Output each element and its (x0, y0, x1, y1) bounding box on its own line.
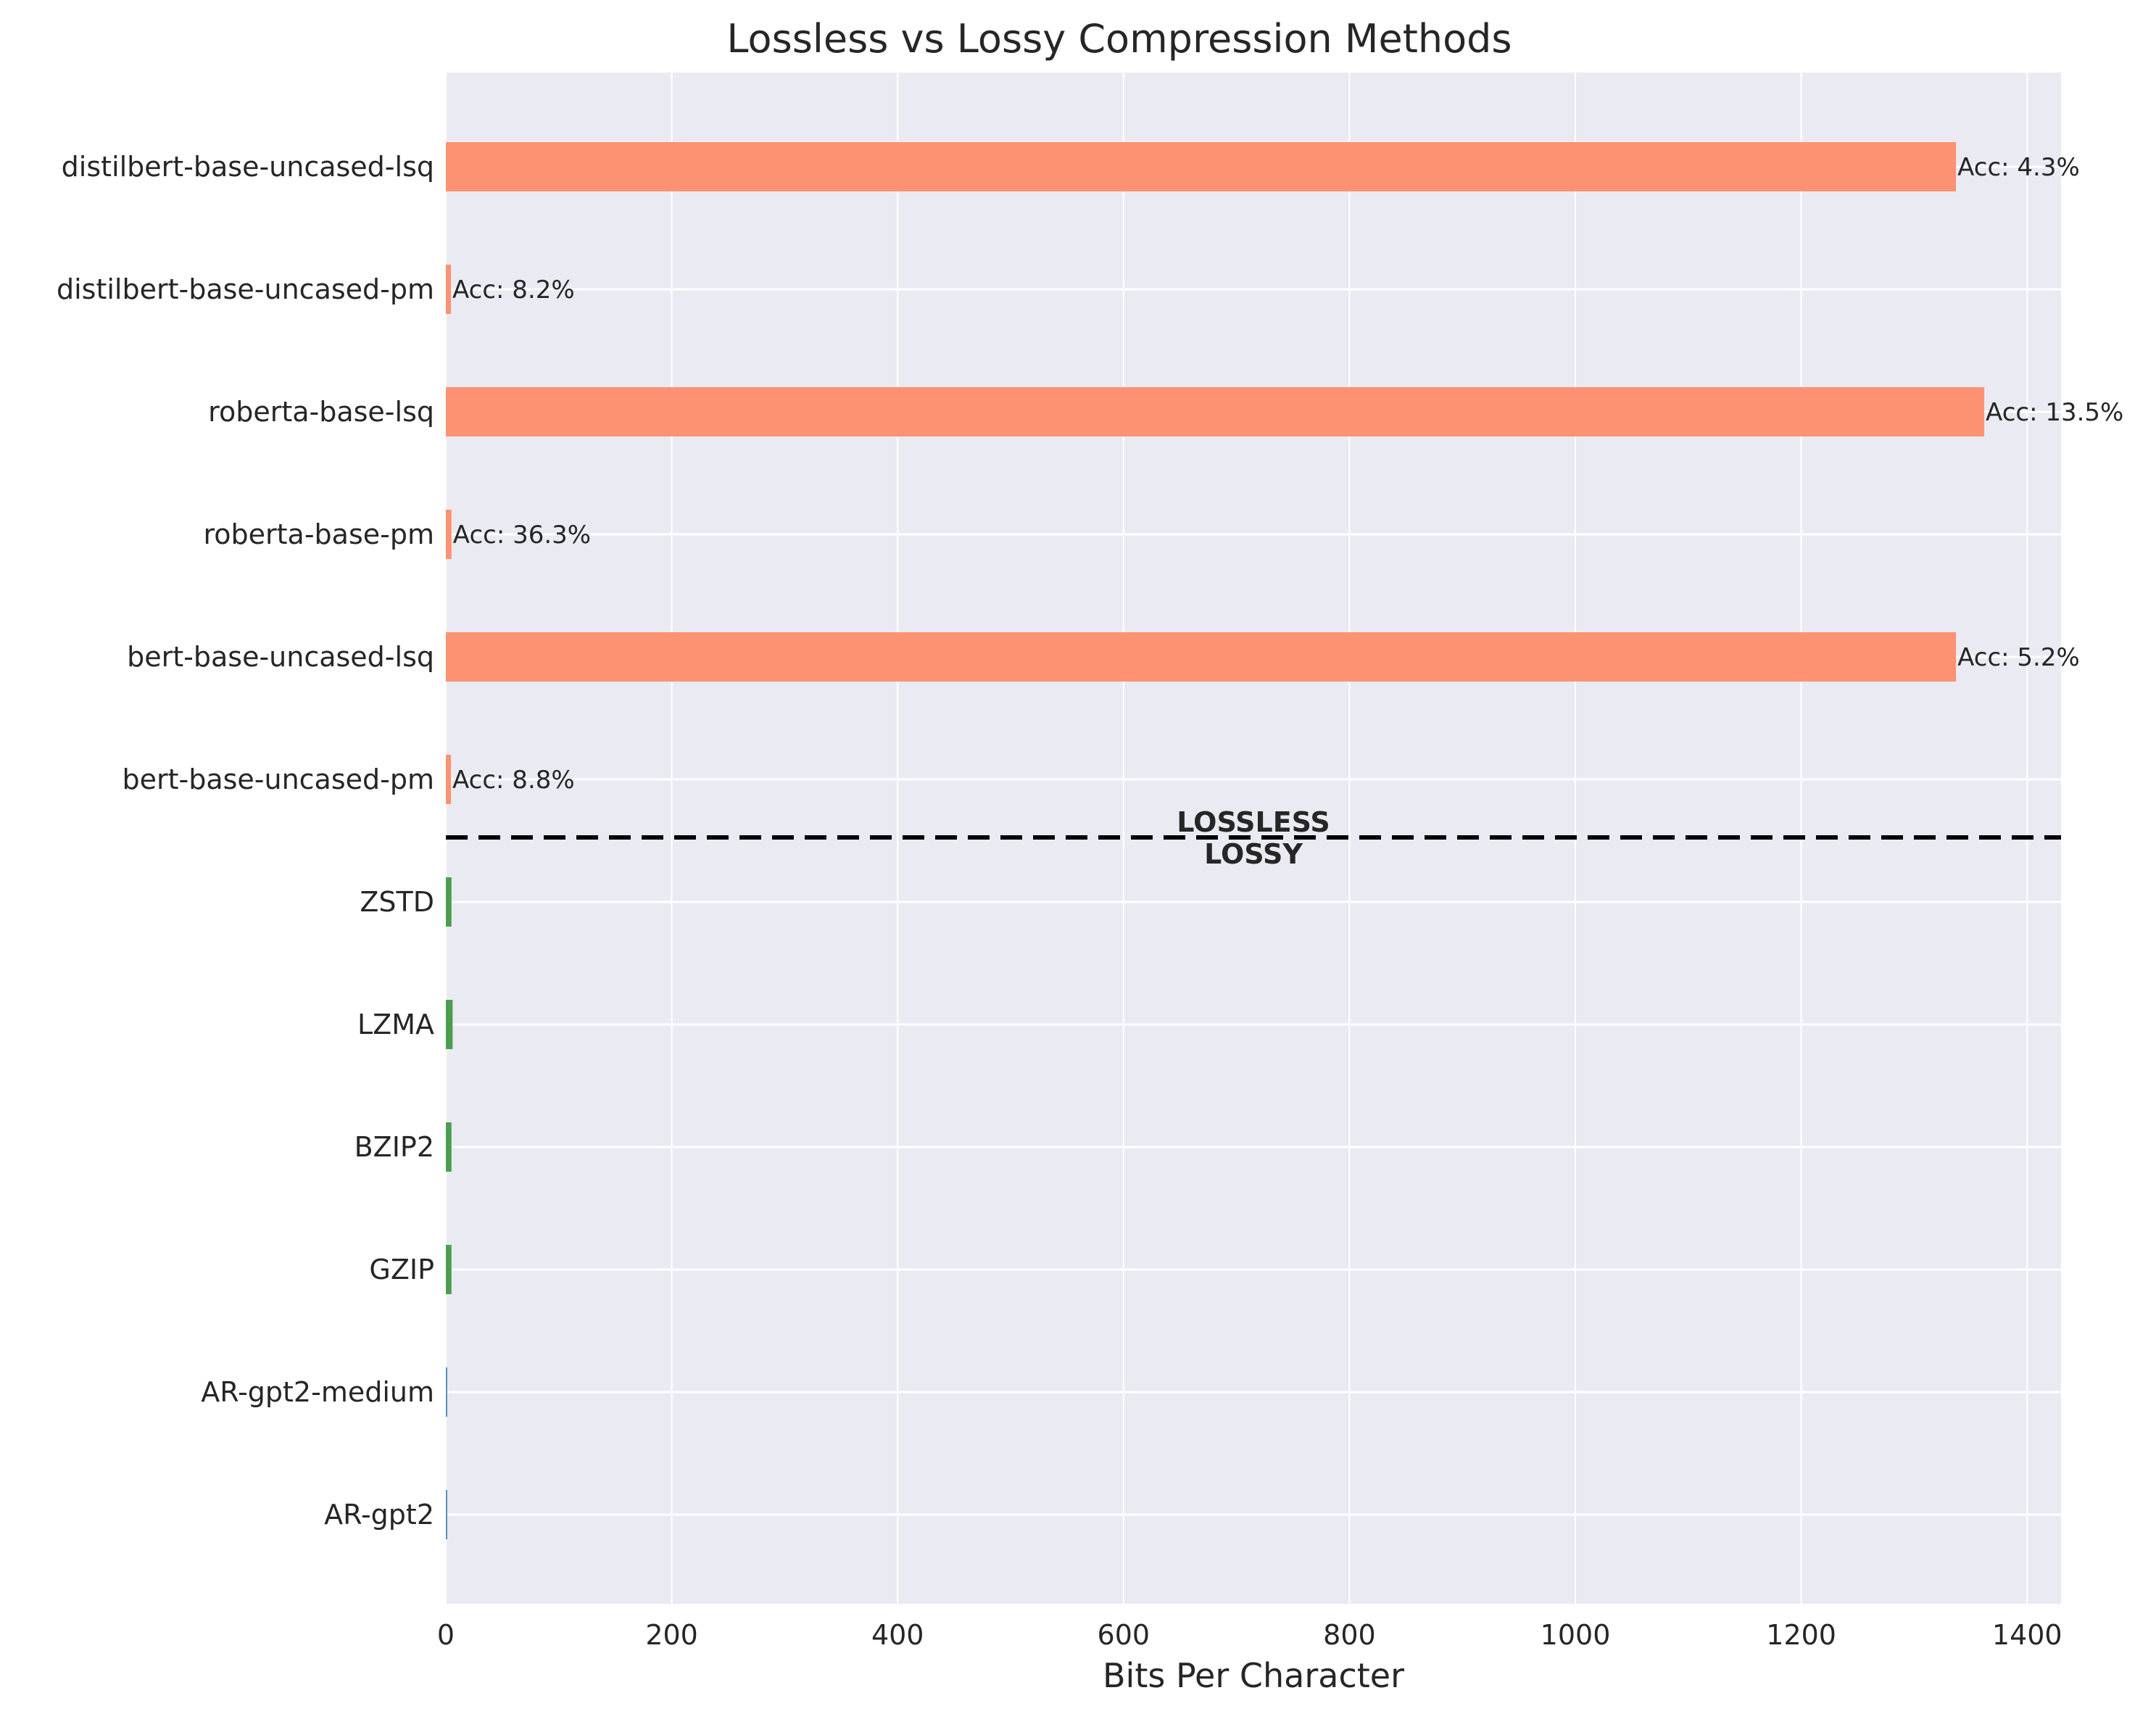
bar-ZSTD (446, 877, 452, 927)
bar-value-label: Acc: 8.8% (452, 766, 575, 795)
bar-value-label: Acc: 8.2% (452, 276, 575, 305)
x-tick-label: 600 (1098, 1619, 1150, 1651)
bar-value-label: Acc: 13.5% (1986, 398, 2123, 427)
x-tick-label: 1000 (1541, 1619, 1611, 1651)
y-tick-label: distilbert-base-uncased-pm (57, 273, 434, 305)
bar-value-label: Acc: 5.2% (1957, 643, 2080, 672)
x-tick-label: 400 (871, 1619, 924, 1651)
y-tick-label: bert-base-uncased-lsq (127, 641, 434, 673)
bar-LZMA (446, 1000, 453, 1049)
divider-upper-label: LOSSLESS (1177, 806, 1330, 838)
x-tick-label: 200 (645, 1619, 698, 1651)
bar-value-label: Acc: 4.3% (1957, 153, 2080, 182)
y-tick-label: distilbert-base-uncased-lsq (62, 151, 434, 183)
chart-title: Lossless vs Lossy Compression Methods (726, 16, 1512, 62)
y-tick-label: AR-gpt2 (324, 1499, 434, 1531)
x-tick-label: 800 (1323, 1619, 1376, 1651)
bar-labels-layer: Acc: 4.3% Acc: 8.2% Acc: 13.5% Acc: 36.3% Ac… (452, 153, 2123, 795)
y-tick-label: LZMA (357, 1009, 434, 1040)
bar-bert-base-uncased-pm (446, 755, 452, 804)
bar-AR-gpt2-medium (446, 1367, 447, 1417)
y-tick-label: GZIP (369, 1254, 434, 1286)
divider-lower-label: LOSSY (1204, 838, 1303, 870)
y-tick-label: AR-gpt2-medium (201, 1376, 434, 1408)
bars-layer (446, 142, 1985, 1539)
y-tick-label: roberta-base-pm (204, 518, 435, 550)
y-tick-label: ZSTD (360, 886, 434, 918)
bar-AR-gpt2 (446, 1490, 447, 1539)
bar-bert-base-uncased-lsq (446, 632, 1957, 682)
bar-roberta-base-lsq (446, 387, 1985, 436)
bar-value-label: Acc: 36.3% (453, 521, 591, 550)
x-tick-labels: 0 200 400 600 800 1000 1200 1400 (437, 1619, 2062, 1651)
x-tick-label: 1400 (1992, 1619, 2062, 1651)
x-axis-label: Bits Per Character (1103, 1656, 1404, 1695)
y-tick-label: bert-base-uncased-pm (122, 763, 434, 795)
bar-distilbert-base-uncased-lsq (446, 142, 1957, 191)
y-tick-label: BZIP2 (355, 1131, 434, 1163)
bar-distilbert-base-uncased-pm (446, 265, 452, 314)
y-tick-label: roberta-base-lsq (208, 396, 434, 428)
bar-GZIP (446, 1245, 452, 1294)
x-tick-label: 0 (437, 1619, 455, 1651)
y-tick-labels: distilbert-base-uncased-lsq distilbert-ba… (57, 151, 434, 1531)
bar-roberta-base-pm (446, 510, 452, 559)
bar-BZIP2 (446, 1122, 452, 1172)
x-tick-label: 1200 (1766, 1619, 1836, 1651)
